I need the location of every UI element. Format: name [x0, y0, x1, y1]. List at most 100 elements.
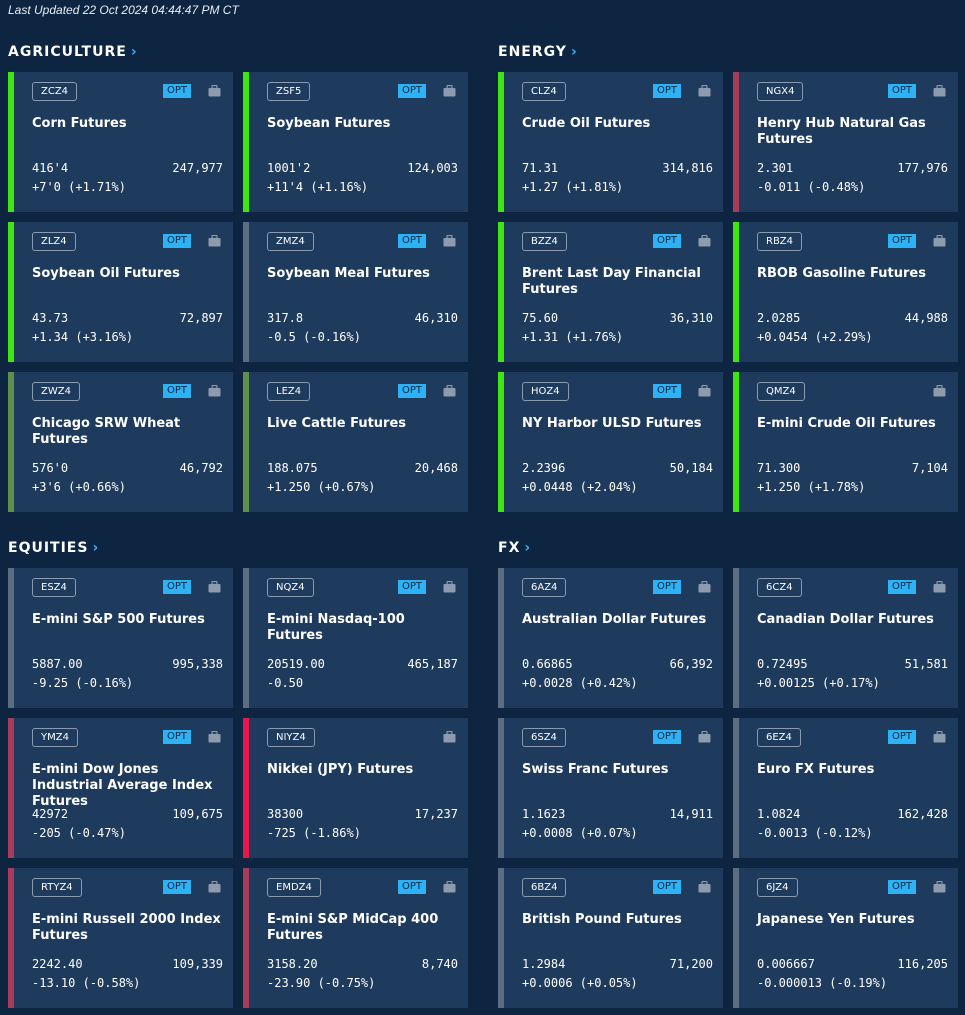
symbol-badge[interactable]: ZMZ4: [267, 232, 314, 251]
futures-card-zcz4[interactable]: ZCZ4 OPT Corn Futures 416'4 247,977 +7'0 (+1.…: [8, 72, 233, 212]
futures-card-rbz4[interactable]: RBZ4 OPT RBOB Gasoline Futures 2.0285 44,988…: [733, 222, 958, 362]
futures-card-6ez4[interactable]: 6EZ4 OPT Euro FX Futures 1.0824 162,428 -0.00…: [733, 718, 958, 858]
options-badge[interactable]: OPT: [653, 84, 681, 98]
symbol-badge[interactable]: ZLZ4: [32, 232, 76, 251]
futures-card-6az4[interactable]: 6AZ4 OPT Australian Dollar Futures 0.66865 6…: [498, 568, 723, 708]
options-badge[interactable]: OPT: [888, 84, 916, 98]
options-badge[interactable]: OPT: [888, 880, 916, 894]
futures-card-zlz4[interactable]: ZLZ4 OPT Soybean Oil Futures 43.73 72,897 +1.…: [8, 222, 233, 362]
briefcase-icon[interactable]: [933, 234, 946, 247]
briefcase-icon[interactable]: [208, 84, 221, 97]
symbol-badge[interactable]: RBZ4: [757, 232, 803, 251]
symbol-badge[interactable]: 6BZ4: [522, 878, 567, 897]
symbol-badge[interactable]: ZSF5: [267, 82, 311, 101]
briefcase-icon[interactable]: [208, 580, 221, 593]
futures-card-6cz4[interactable]: 6CZ4 OPT Canadian Dollar Futures 0.72495 51,…: [733, 568, 958, 708]
briefcase-icon[interactable]: [698, 580, 711, 593]
options-badge[interactable]: OPT: [398, 84, 426, 98]
futures-card-lez4[interactable]: LEZ4 OPT Live Cattle Futures 188.075 20,468 +…: [243, 372, 468, 512]
briefcase-icon[interactable]: [933, 730, 946, 743]
briefcase-icon[interactable]: [933, 384, 946, 397]
options-badge[interactable]: OPT: [888, 730, 916, 744]
options-badge[interactable]: OPT: [163, 84, 191, 98]
briefcase-icon[interactable]: [443, 880, 456, 893]
symbol-badge[interactable]: NIYZ4: [267, 728, 315, 747]
last-price: 43.73: [32, 311, 69, 325]
briefcase-icon[interactable]: [208, 880, 221, 893]
section-title-agriculture[interactable]: AGRICULTURE ›: [8, 44, 138, 60]
options-badge[interactable]: OPT: [888, 234, 916, 248]
futures-card-ngx4[interactable]: NGX4 OPT Henry Hub Natural Gas Futures 2.30…: [733, 72, 958, 212]
briefcase-icon[interactable]: [443, 580, 456, 593]
options-badge[interactable]: OPT: [398, 234, 426, 248]
symbol-badge[interactable]: NQZ4: [267, 578, 314, 597]
briefcase-icon[interactable]: [443, 234, 456, 247]
futures-card-hoz4[interactable]: HOZ4 OPT NY Harbor ULSD Futures 2.2396 50,18…: [498, 372, 723, 512]
briefcase-icon[interactable]: [698, 730, 711, 743]
symbol-badge[interactable]: NGX4: [757, 82, 804, 101]
options-badge[interactable]: OPT: [398, 580, 426, 594]
futures-card-clz4[interactable]: CLZ4 OPT Crude Oil Futures 71.31 314,816 +1.2…: [498, 72, 723, 212]
briefcase-icon[interactable]: [443, 730, 456, 743]
briefcase-icon[interactable]: [698, 880, 711, 893]
briefcase-icon[interactable]: [698, 384, 711, 397]
symbol-badge[interactable]: 6EZ4: [757, 728, 801, 747]
briefcase-icon[interactable]: [208, 234, 221, 247]
options-badge[interactable]: OPT: [163, 880, 191, 894]
symbol-badge[interactable]: QMZ4: [757, 382, 805, 401]
symbol-badge[interactable]: 6CZ4: [757, 578, 802, 597]
symbol-badge[interactable]: EMDZ4: [267, 878, 321, 897]
options-badge[interactable]: OPT: [163, 730, 191, 744]
options-badge[interactable]: OPT: [398, 880, 426, 894]
symbol-badge[interactable]: ZCZ4: [32, 82, 78, 101]
briefcase-icon[interactable]: [698, 234, 711, 247]
options-badge[interactable]: OPT: [888, 580, 916, 594]
symbol-badge[interactable]: 6AZ4: [522, 578, 567, 597]
symbol-badge[interactable]: 6JZ4: [757, 878, 798, 897]
section-title-fx[interactable]: FX ›: [498, 540, 531, 556]
futures-card-nqz4[interactable]: NQZ4 OPT E-mini Nasdaq-100 Futures 20519.00…: [243, 568, 468, 708]
futures-card-6jz4[interactable]: 6JZ4 OPT Japanese Yen Futures 0.006667 116,2…: [733, 868, 958, 1008]
symbol-badge[interactable]: LEZ4: [267, 382, 311, 401]
futures-card-qmz4[interactable]: QMZ4 E-mini Crude Oil Futures 71.300 7,104 +…: [733, 372, 958, 512]
briefcase-icon[interactable]: [933, 84, 946, 97]
symbol-badge[interactable]: HOZ4: [522, 382, 569, 401]
symbol-badge[interactable]: 6SZ4: [522, 728, 566, 747]
symbol-badge[interactable]: ESZ4: [32, 578, 76, 597]
options-badge[interactable]: OPT: [653, 580, 681, 594]
options-badge[interactable]: OPT: [163, 384, 191, 398]
futures-card-ymz4[interactable]: YMZ4 OPT E-mini Dow Jones Industrial Avera…: [8, 718, 233, 858]
futures-card-zsf5[interactable]: ZSF5 OPT Soybean Futures 1001'2 124,003 +11'4…: [243, 72, 468, 212]
section-title-equities[interactable]: EQUITIES ›: [8, 540, 99, 556]
symbol-badge[interactable]: RTYZ4: [32, 878, 82, 897]
futures-card-6sz4[interactable]: 6SZ4 OPT Swiss Franc Futures 1.1623 14,911 +0…: [498, 718, 723, 858]
options-badge[interactable]: OPT: [653, 730, 681, 744]
options-badge[interactable]: OPT: [653, 880, 681, 894]
futures-card-rtyz4[interactable]: RTYZ4 OPT E-mini Russell 2000 Index Future…: [8, 868, 233, 1008]
symbol-badge[interactable]: YMZ4: [32, 728, 78, 747]
symbol-badge[interactable]: ZWZ4: [32, 382, 80, 401]
symbol-badge[interactable]: BZZ4: [522, 232, 567, 251]
briefcase-icon[interactable]: [698, 84, 711, 97]
options-badge[interactable]: OPT: [653, 384, 681, 398]
futures-card-emdz4[interactable]: EMDZ4 OPT E-mini S&P MidCap 400 Futures 315…: [243, 868, 468, 1008]
briefcase-icon[interactable]: [208, 384, 221, 397]
briefcase-icon[interactable]: [443, 384, 456, 397]
options-badge[interactable]: OPT: [163, 580, 191, 594]
options-badge[interactable]: OPT: [398, 384, 426, 398]
futures-card-zmz4[interactable]: ZMZ4 OPT Soybean Meal Futures 317.8 46,310 -0…: [243, 222, 468, 362]
futures-card-6bz4[interactable]: 6BZ4 OPT British Pound Futures 1.2984 71,200…: [498, 868, 723, 1008]
briefcase-icon[interactable]: [443, 84, 456, 97]
futures-card-bzz4[interactable]: BZZ4 OPT Brent Last Day Financial Futures 7…: [498, 222, 723, 362]
briefcase-icon[interactable]: [933, 880, 946, 893]
contract-name: Chicago SRW Wheat Futures: [32, 416, 181, 447]
section-title-energy[interactable]: ENERGY ›: [498, 44, 578, 60]
briefcase-icon[interactable]: [208, 730, 221, 743]
options-badge[interactable]: OPT: [653, 234, 681, 248]
options-badge[interactable]: OPT: [163, 234, 191, 248]
symbol-badge[interactable]: CLZ4: [522, 82, 566, 101]
futures-card-zwz4[interactable]: ZWZ4 OPT Chicago SRW Wheat Futures 576'0 46,…: [8, 372, 233, 512]
briefcase-icon[interactable]: [933, 580, 946, 593]
futures-card-niyz4[interactable]: NIYZ4 Nikkei (JPY) Futures 38300 17,237 -725…: [243, 718, 468, 858]
futures-card-esz4[interactable]: ESZ4 OPT E-mini S&P 500 Futures 5887.00 995,…: [8, 568, 233, 708]
